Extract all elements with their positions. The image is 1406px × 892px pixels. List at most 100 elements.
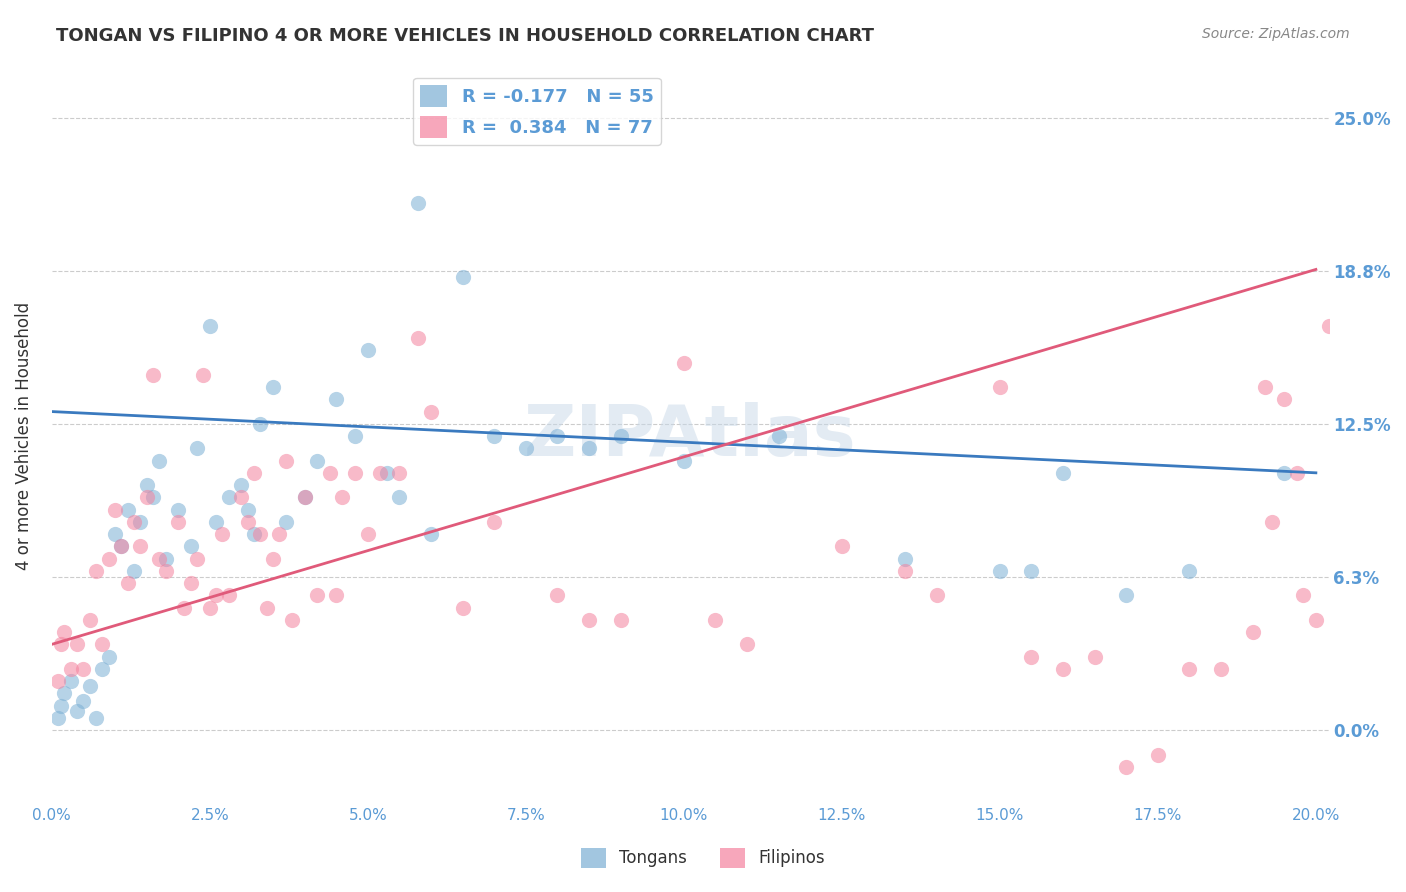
Point xyxy=(704,613,727,627)
Point xyxy=(129,539,152,553)
Point xyxy=(319,466,342,480)
Point xyxy=(198,600,221,615)
Point xyxy=(325,392,347,407)
Point xyxy=(988,564,1011,578)
Point xyxy=(482,429,505,443)
Point xyxy=(578,442,600,456)
Point xyxy=(894,564,917,578)
Point xyxy=(1336,442,1358,456)
Point xyxy=(546,429,568,443)
Point xyxy=(135,491,157,505)
Point xyxy=(97,551,120,566)
Point xyxy=(142,368,165,382)
Point xyxy=(155,564,177,578)
Point xyxy=(307,453,329,467)
Point xyxy=(370,466,392,480)
Point xyxy=(307,588,329,602)
Point xyxy=(148,551,170,566)
Point xyxy=(122,564,145,578)
Point xyxy=(420,404,443,418)
Point xyxy=(193,368,215,382)
Point xyxy=(894,551,917,566)
Point xyxy=(831,539,853,553)
Point xyxy=(249,417,271,431)
Point xyxy=(388,491,411,505)
Point xyxy=(408,196,430,211)
Point xyxy=(1147,747,1170,762)
Point xyxy=(186,551,208,566)
Point xyxy=(53,625,76,640)
Point xyxy=(451,600,474,615)
Point xyxy=(672,355,695,369)
Point xyxy=(546,588,568,602)
Point xyxy=(53,686,76,700)
Point xyxy=(84,564,107,578)
Point xyxy=(1021,649,1043,664)
Point xyxy=(236,515,259,529)
Point xyxy=(117,502,139,516)
Point xyxy=(231,491,253,505)
Point xyxy=(129,515,152,529)
Point xyxy=(218,588,240,602)
Point xyxy=(167,502,190,516)
Text: ZIPAtlas: ZIPAtlas xyxy=(524,401,856,471)
Point xyxy=(46,674,69,689)
Point xyxy=(1292,588,1315,602)
Point xyxy=(294,491,316,505)
Point xyxy=(198,318,221,333)
Point xyxy=(180,539,202,553)
Point xyxy=(66,637,89,651)
Point xyxy=(274,515,297,529)
Point xyxy=(344,466,367,480)
Point xyxy=(236,502,259,516)
Point xyxy=(218,491,240,505)
Point xyxy=(672,453,695,467)
Text: TONGAN VS FILIPINO 4 OR MORE VEHICLES IN HOUSEHOLD CORRELATION CHART: TONGAN VS FILIPINO 4 OR MORE VEHICLES IN… xyxy=(56,27,875,45)
Point xyxy=(262,551,284,566)
Point xyxy=(231,478,253,492)
Point xyxy=(1260,515,1282,529)
Point xyxy=(186,442,208,456)
Point xyxy=(262,380,284,394)
Point xyxy=(1115,588,1137,602)
Point xyxy=(243,527,266,541)
Point xyxy=(180,576,202,591)
Point xyxy=(66,704,89,718)
Point xyxy=(375,466,398,480)
Point xyxy=(1317,318,1340,333)
Point xyxy=(205,515,228,529)
Legend: R = -0.177   N = 55, R =  0.384   N = 77: R = -0.177 N = 55, R = 0.384 N = 77 xyxy=(413,78,661,145)
Text: Source: ZipAtlas.com: Source: ZipAtlas.com xyxy=(1202,27,1350,41)
Point xyxy=(274,453,297,467)
Point xyxy=(420,527,443,541)
Point xyxy=(59,674,82,689)
Point xyxy=(1285,466,1308,480)
Point xyxy=(256,600,278,615)
Point xyxy=(249,527,271,541)
Point xyxy=(388,466,411,480)
Point xyxy=(97,649,120,664)
Point xyxy=(1209,662,1232,676)
Point xyxy=(110,539,132,553)
Point xyxy=(1178,662,1201,676)
Point xyxy=(1254,380,1277,394)
Point xyxy=(578,613,600,627)
Point xyxy=(91,662,114,676)
Point xyxy=(104,527,127,541)
Point xyxy=(735,637,758,651)
Point xyxy=(325,588,347,602)
Point xyxy=(51,698,73,713)
Point xyxy=(1115,760,1137,774)
Point xyxy=(173,600,195,615)
Point xyxy=(1052,466,1074,480)
Point xyxy=(142,491,165,505)
Point xyxy=(1305,613,1327,627)
Point xyxy=(91,637,114,651)
Point xyxy=(768,429,790,443)
Point xyxy=(357,343,380,358)
Point xyxy=(122,515,145,529)
Point xyxy=(1052,662,1074,676)
Y-axis label: 4 or more Vehicles in Household: 4 or more Vehicles in Household xyxy=(15,302,32,570)
Point xyxy=(408,331,430,345)
Point xyxy=(281,613,304,627)
